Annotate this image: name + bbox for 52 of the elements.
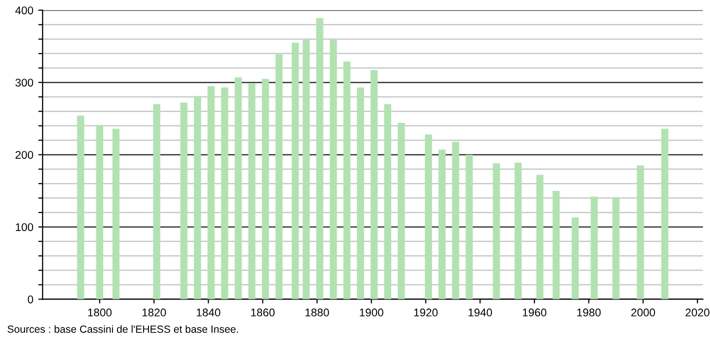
x-tick-label: 1800 [88,308,112,316]
bar [356,88,364,300]
x-tick-label: 1920 [414,308,438,316]
bar [612,197,620,300]
x-tick-label: 2000 [631,308,656,316]
x-tick-label: 1980 [577,308,601,316]
x-tick-label: 1860 [251,308,275,316]
bar [384,104,392,300]
x-tick-label: 1940 [468,308,492,316]
bar [552,190,560,300]
y-tick-label: 100 [16,223,34,232]
bar [492,163,500,300]
x-tick-label: 1960 [522,308,546,316]
bar [208,86,215,300]
bar [292,42,299,300]
y-tick-label: 400 [15,6,34,14]
bar [316,18,324,300]
bar [194,96,202,300]
bar [153,104,160,300]
bar [636,166,644,300]
x-tick-label: 1900 [360,308,384,316]
bar [514,162,522,300]
bar [302,40,310,300]
y-tick-label: 200 [16,150,34,159]
bar [343,62,350,300]
y-tick-label: 0 [28,295,34,304]
bar [330,40,337,300]
bar [536,174,544,300]
bar [180,102,188,300]
bar [275,54,283,300]
bar [424,134,432,300]
bar [248,83,256,300]
bar [466,154,473,300]
bar [572,218,579,300]
source-note: Sources : base Cassini de l'EHESS et base Insee. [8,325,238,333]
x-tick-label: 1840 [196,308,220,316]
bar [398,122,405,300]
x-tick-label: 2020 [686,308,710,316]
bar [112,128,120,300]
bar [262,78,269,300]
bar [234,77,242,300]
bar [452,142,460,300]
bar [96,125,104,300]
bar [661,128,668,300]
bar [221,88,228,300]
bar [370,70,378,300]
x-tick-label: 1880 [306,308,329,316]
bar [77,116,84,300]
bar [438,150,446,300]
y-tick-label: 300 [15,78,34,87]
bar [590,196,598,300]
x-tick-label: 1820 [142,308,166,316]
